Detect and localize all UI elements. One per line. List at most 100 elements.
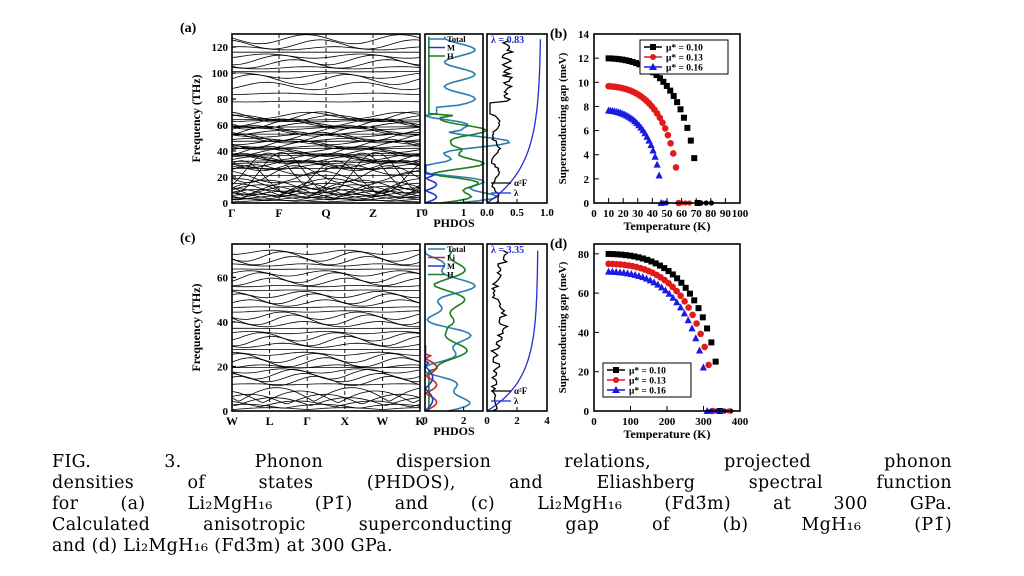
y-axis-label: Frequency (THz) (189, 283, 203, 371)
phonon-band (231, 81, 421, 91)
phonon-band (231, 251, 421, 262)
phdos-total-curve (424, 36, 511, 204)
data-point (635, 254, 642, 261)
data-point (669, 283, 676, 291)
data-point (708, 339, 715, 346)
data-point (672, 164, 680, 171)
data-point (681, 298, 688, 305)
k-point-label: Γ (228, 206, 236, 220)
y-tick-label: 10 (578, 77, 590, 89)
legend-entry: M (447, 43, 455, 53)
data-point (627, 252, 634, 259)
data-point (652, 260, 659, 267)
data-point (686, 290, 693, 297)
data-point (661, 125, 669, 132)
y-tick-label: 100 (212, 68, 229, 80)
legend-entry: μ* = 0.13 (629, 377, 666, 387)
data-point (660, 78, 667, 85)
legend-entry: α²F (514, 386, 528, 396)
y-tick-label: 20 (217, 172, 229, 184)
data-point (669, 271, 676, 278)
phonon-band (232, 249, 421, 255)
data-point (654, 280, 662, 288)
phonon-band (231, 376, 421, 386)
y-axis-label: Superconducting gap (meV) (557, 52, 569, 184)
phonon-band (231, 306, 421, 308)
data-point (678, 279, 685, 286)
x-tick-label: 0.5 (510, 207, 524, 219)
panel-d-gap-chart: 0 100 200 300 400 0 20 40 60 80 Temperature (K) Sup… (550, 237, 749, 440)
phonon-band (231, 383, 421, 386)
data-point (684, 124, 691, 131)
y-tick-label: 60 (578, 288, 590, 300)
data-point (629, 58, 636, 65)
data-point (673, 287, 680, 295)
data-point (712, 358, 719, 365)
phonon-band (231, 390, 421, 404)
phonon-band (231, 290, 421, 299)
data-point (688, 324, 696, 332)
phdos-axes-frame (424, 243, 484, 412)
data-point (609, 55, 616, 62)
y-tick-label: 20 (217, 361, 229, 373)
legend-entry: α²F (514, 178, 528, 188)
phonon-band (231, 353, 421, 363)
k-point-label: W (376, 414, 388, 428)
data-point (663, 82, 670, 89)
data-point (693, 320, 700, 327)
data-point (685, 304, 692, 311)
x-tick-label: 0 (591, 208, 597, 220)
band-axes-frame (231, 33, 421, 204)
y-tick-label: 20 (578, 367, 590, 379)
x-tick-label: 0 (591, 416, 597, 428)
lambda-value-label: λ = 3.35 (491, 245, 524, 256)
k-point-label: L (266, 414, 274, 428)
legend-marker (612, 386, 620, 393)
phonon-band (231, 163, 421, 171)
data-point (699, 314, 706, 321)
data-point (614, 251, 621, 258)
data-point (699, 363, 707, 371)
x-axis-label: PHDOS (433, 424, 475, 438)
x-tick-label: 100 (622, 416, 639, 428)
x-tick-label: 2 (461, 415, 467, 427)
phonon-band (231, 400, 421, 408)
k-point-label: X (340, 414, 349, 428)
y-tick-label: 0 (584, 406, 590, 418)
k-point-label: Γ (416, 206, 424, 220)
y-tick-label: 80 (217, 94, 229, 106)
data-point (655, 171, 663, 179)
data-point (649, 146, 657, 154)
y-tick-label: 6 (584, 126, 590, 138)
legend-entry: μ* = 0.16 (666, 64, 703, 74)
legend-entry: Total (447, 34, 466, 44)
data-point (656, 75, 663, 82)
caption-line: FIG. 3. Phonon dispersion relations, pro… (52, 452, 952, 472)
legend-entry: λ (514, 396, 519, 406)
x-tick-label: 20 (618, 208, 630, 220)
phonon-band (231, 170, 421, 184)
data-point (695, 346, 704, 354)
x-tick-label: 80 (705, 208, 717, 220)
phonon-band (231, 181, 421, 195)
phonon-band (231, 289, 421, 292)
data-point (631, 253, 638, 260)
k-point-label: Q (321, 206, 330, 220)
data-point (639, 273, 647, 281)
legend-entry: μ* = 0.10 (629, 367, 666, 377)
data-point (670, 92, 677, 99)
data-point (674, 275, 681, 282)
phonon-band (231, 272, 421, 284)
k-point-label: Z (369, 206, 377, 220)
x-tick-label: 4 (544, 415, 550, 427)
panel-label: (d) (550, 237, 567, 252)
lambda-curve (486, 39, 542, 204)
y-axis-label: Frequency (THz) (189, 74, 203, 162)
x-tick-label: 1.0 (540, 207, 554, 219)
data-point (680, 309, 689, 317)
x-tick-label: 90 (720, 208, 732, 220)
data-point (664, 131, 672, 139)
data-point (677, 303, 685, 311)
